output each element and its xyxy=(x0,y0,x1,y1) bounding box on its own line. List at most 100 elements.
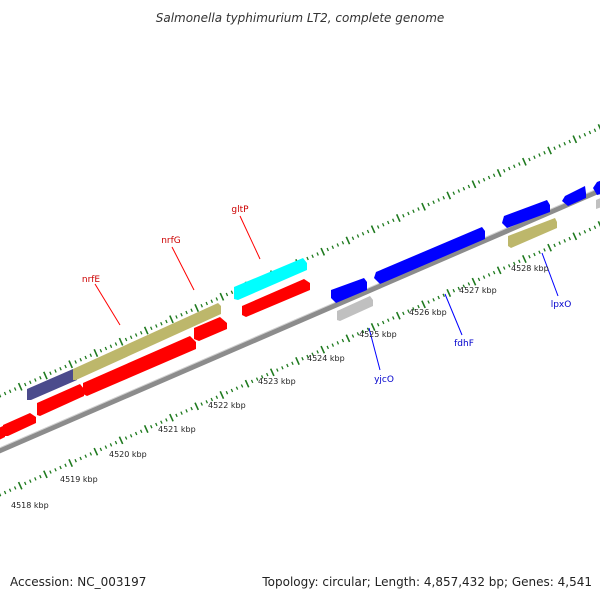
major-tick xyxy=(219,391,225,399)
map-title: Salmonella typhimurium LT2, complete gen… xyxy=(156,11,445,25)
gene-bar[interactable] xyxy=(3,413,36,436)
major-tick xyxy=(118,436,124,445)
kbp-label: 4525 kbp xyxy=(359,330,397,339)
minor-tick xyxy=(29,479,32,483)
gene-bar[interactable] xyxy=(337,296,373,321)
minor-tick xyxy=(387,220,390,225)
gene-label-nrfE[interactable]: nrfE xyxy=(82,275,101,285)
minor-tick xyxy=(553,243,556,248)
gene-bar[interactable] xyxy=(37,384,84,416)
major-tick xyxy=(169,315,174,324)
minor-tick xyxy=(502,169,506,173)
minor-tick xyxy=(462,187,466,191)
minor-tick xyxy=(583,133,587,137)
minor-tick xyxy=(39,474,42,479)
gene-bar[interactable] xyxy=(331,278,367,303)
gene-bar[interactable] xyxy=(562,186,586,206)
major-tick xyxy=(143,326,149,335)
minor-tick xyxy=(356,234,360,238)
kbp-label: 4521 kbp xyxy=(158,425,196,434)
major-tick xyxy=(68,360,73,369)
minor-tick xyxy=(104,445,108,449)
minor-tick xyxy=(578,135,582,139)
minor-tick xyxy=(412,307,415,311)
minor-tick xyxy=(316,252,319,256)
minor-tick xyxy=(230,388,234,393)
minor-tick xyxy=(381,320,385,325)
major-tick xyxy=(118,337,124,346)
gene-label-yjcO[interactable]: yjcO xyxy=(374,375,394,385)
minor-tick xyxy=(210,299,214,303)
minor-tick xyxy=(518,162,521,166)
minor-tick xyxy=(492,173,496,177)
minor-tick xyxy=(528,255,531,259)
minor-tick xyxy=(558,241,561,245)
gene-bar[interactable] xyxy=(242,279,310,317)
minor-tick xyxy=(427,300,430,304)
minor-tick xyxy=(255,377,259,381)
gene-bar[interactable] xyxy=(508,218,557,248)
minor-tick xyxy=(250,379,254,384)
minor-tick xyxy=(538,153,541,157)
gene-bar[interactable] xyxy=(596,196,600,209)
gene-label-fdhF[interactable]: fdhF xyxy=(454,339,474,349)
minor-tick xyxy=(417,304,420,309)
gene-bar[interactable] xyxy=(374,227,485,284)
minor-tick xyxy=(89,452,93,456)
major-tick xyxy=(143,425,149,433)
minor-tick xyxy=(427,202,430,207)
kbp-label: 4524 kbp xyxy=(307,354,345,363)
minor-tick xyxy=(437,295,440,300)
minor-tick xyxy=(336,341,340,345)
minor-tick xyxy=(326,247,329,252)
major-tick xyxy=(219,292,225,301)
minor-tick xyxy=(139,331,143,335)
gene-label-lpxO[interactable]: lpxO xyxy=(551,300,572,310)
minor-tick xyxy=(392,218,395,222)
major-tick xyxy=(169,413,174,422)
gene-bar[interactable] xyxy=(502,200,550,228)
minor-tick xyxy=(265,372,269,377)
gene-bar[interactable] xyxy=(73,303,221,380)
gene-bar[interactable] xyxy=(593,179,600,195)
minor-tick xyxy=(0,493,2,497)
minor-tick xyxy=(306,354,309,359)
minor-tick xyxy=(417,207,420,211)
topology-text: Topology: circular; Length: 4,857,432 bp… xyxy=(261,575,592,589)
minor-tick xyxy=(39,376,42,380)
gene-bar[interactable] xyxy=(83,336,196,396)
minor-tick xyxy=(437,198,440,202)
major-tick xyxy=(597,124,600,130)
gene-label-gltP[interactable]: gltP xyxy=(231,205,249,215)
minor-tick xyxy=(291,361,294,365)
gene-bar[interactable] xyxy=(194,317,227,341)
major-tick xyxy=(320,247,326,256)
minor-tick xyxy=(54,468,57,472)
minor-tick xyxy=(311,352,314,356)
minor-tick xyxy=(49,371,52,375)
minor-tick xyxy=(336,243,340,247)
major-tick xyxy=(43,371,48,380)
minor-tick xyxy=(180,411,183,415)
minor-tick xyxy=(563,239,566,243)
minor-tick xyxy=(225,391,229,395)
major-tick xyxy=(496,169,502,177)
major-tick xyxy=(496,266,502,275)
minor-tick xyxy=(487,175,491,180)
major-tick xyxy=(395,214,401,222)
minor-tick xyxy=(34,477,37,481)
minor-tick xyxy=(593,225,597,229)
minor-tick xyxy=(109,443,113,447)
minor-tick xyxy=(13,387,17,391)
minor-tick xyxy=(99,349,103,353)
minor-tick xyxy=(230,290,234,294)
gene-bar[interactable] xyxy=(234,258,307,300)
minor-tick xyxy=(114,440,118,445)
minor-tick xyxy=(351,236,355,240)
minor-tick xyxy=(538,250,541,254)
major-tick xyxy=(269,368,275,377)
minor-tick xyxy=(64,364,67,369)
gene-label-nrfG[interactable]: nrfG xyxy=(161,236,181,246)
minor-tick xyxy=(492,270,496,275)
gene-bar[interactable] xyxy=(27,369,77,400)
